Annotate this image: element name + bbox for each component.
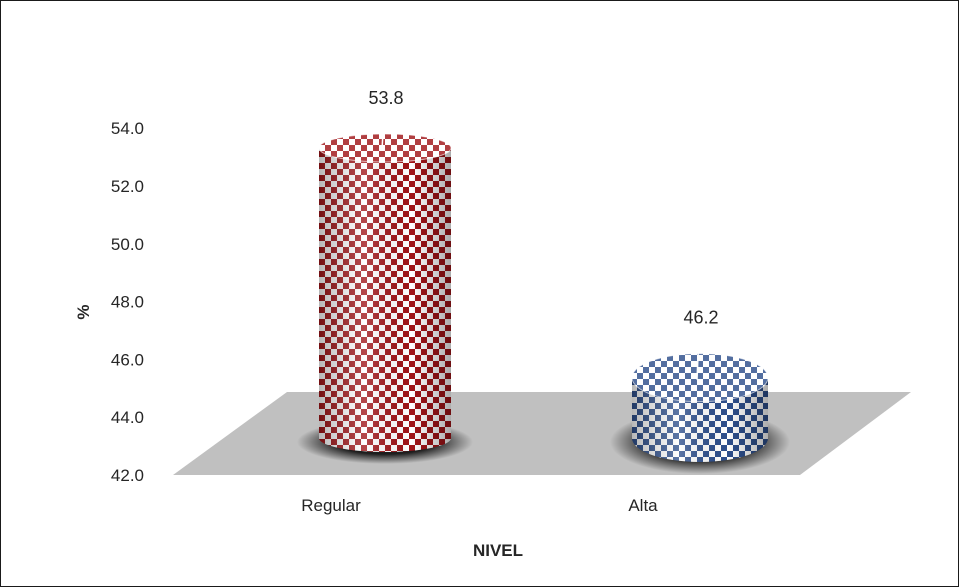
y-tick-label: 42.0 xyxy=(111,466,144,485)
y-axis-ticks: 42.0 44.0 46.0 48.0 50.0 52.0 54.0 xyxy=(111,119,144,485)
data-labels: 53.8 46.2 xyxy=(368,88,719,380)
x-category-label: Regular xyxy=(301,496,361,515)
data-label: 46.2 xyxy=(683,308,718,328)
x-axis-title: NIVEL xyxy=(473,541,523,560)
chart-floor xyxy=(173,392,911,475)
y-tick-label: 52.0 xyxy=(111,177,144,196)
label-leader-line xyxy=(381,113,385,151)
x-category-label: Alta xyxy=(628,496,658,515)
y-tick-label: 44.0 xyxy=(111,408,144,427)
label-leader-line xyxy=(696,333,700,380)
y-tick-label: 46.0 xyxy=(111,350,144,369)
x-axis-categories: Regular Alta xyxy=(301,496,658,515)
bar-top xyxy=(631,353,769,403)
bars xyxy=(297,133,790,474)
bar-top-highlight xyxy=(632,353,768,402)
bar-alta xyxy=(610,353,790,474)
y-tick-label: 54.0 xyxy=(111,119,144,138)
data-label: 53.8 xyxy=(368,88,403,108)
bar-shading xyxy=(319,147,451,453)
y-axis-title: % xyxy=(74,304,93,319)
bar-regular xyxy=(297,133,473,464)
bar-top-highlight xyxy=(319,133,451,162)
y-tick-label: 48.0 xyxy=(111,293,144,312)
bar-top xyxy=(318,133,452,163)
y-tick-label: 50.0 xyxy=(111,235,144,254)
